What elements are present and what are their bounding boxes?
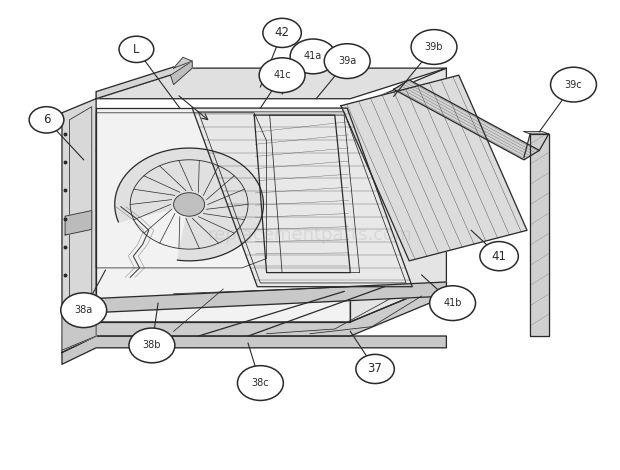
- Polygon shape: [96, 61, 192, 99]
- Polygon shape: [341, 75, 527, 261]
- Text: 41c: 41c: [273, 70, 291, 80]
- Polygon shape: [96, 108, 350, 322]
- Text: 6: 6: [43, 113, 50, 126]
- Polygon shape: [62, 282, 446, 352]
- Circle shape: [290, 39, 336, 74]
- Text: 39a: 39a: [338, 56, 356, 66]
- Text: replacementparts.com: replacementparts.com: [208, 226, 412, 244]
- Polygon shape: [62, 298, 96, 350]
- Polygon shape: [192, 108, 412, 287]
- Text: 38b: 38b: [143, 340, 161, 351]
- Circle shape: [29, 107, 64, 133]
- Text: 38a: 38a: [74, 305, 93, 315]
- Polygon shape: [270, 115, 360, 273]
- Polygon shape: [65, 211, 92, 235]
- Circle shape: [129, 328, 175, 363]
- Text: 41b: 41b: [443, 298, 462, 308]
- Circle shape: [119, 36, 154, 63]
- Circle shape: [551, 67, 596, 102]
- Polygon shape: [254, 115, 350, 273]
- Polygon shape: [394, 80, 539, 160]
- Text: 39c: 39c: [565, 79, 582, 90]
- Circle shape: [61, 293, 107, 328]
- Text: 42: 42: [275, 26, 290, 39]
- Circle shape: [324, 44, 370, 78]
- Polygon shape: [62, 336, 446, 364]
- Circle shape: [356, 354, 394, 384]
- Polygon shape: [350, 68, 446, 322]
- Polygon shape: [115, 148, 264, 261]
- Text: 41a: 41a: [304, 51, 322, 62]
- Circle shape: [480, 242, 518, 271]
- Polygon shape: [524, 132, 549, 134]
- Circle shape: [237, 366, 283, 400]
- Text: 38c: 38c: [252, 378, 269, 388]
- Text: 39b: 39b: [425, 42, 443, 52]
- Circle shape: [430, 286, 476, 321]
- Polygon shape: [170, 61, 192, 85]
- Polygon shape: [174, 57, 192, 68]
- Polygon shape: [96, 282, 446, 313]
- Circle shape: [259, 58, 305, 93]
- Circle shape: [411, 30, 457, 64]
- Text: 41: 41: [492, 250, 507, 263]
- Polygon shape: [62, 99, 96, 338]
- Circle shape: [174, 193, 205, 216]
- Circle shape: [263, 18, 301, 47]
- Polygon shape: [530, 134, 549, 336]
- Text: 37: 37: [368, 362, 383, 376]
- Polygon shape: [96, 68, 446, 99]
- Text: L: L: [133, 43, 140, 56]
